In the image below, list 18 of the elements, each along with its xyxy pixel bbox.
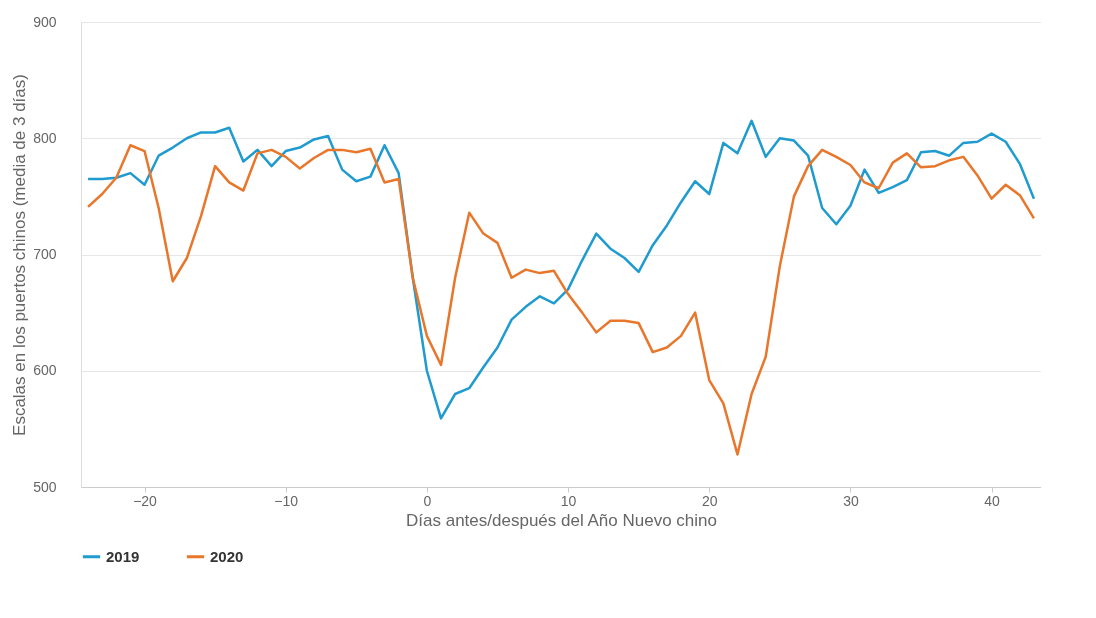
y-tick-label: 800 xyxy=(33,129,57,146)
x-tick-label: 10 xyxy=(560,492,577,509)
x-tick-label: 30 xyxy=(843,492,859,509)
x-tick-label: 40 xyxy=(984,492,1001,509)
x-tick-label: 20 xyxy=(701,492,718,509)
x-tick-label: −20 xyxy=(133,492,158,509)
x-axis-title: Días antes/después del Año Nuevo chino xyxy=(406,510,717,530)
legend-label: 2019 xyxy=(106,547,140,565)
y-tick-label: 600 xyxy=(33,362,57,379)
y-tick-label: 700 xyxy=(33,246,57,262)
y-tick-label: 900 xyxy=(33,13,57,30)
x-tick-label: −10 xyxy=(274,492,299,509)
y-tick-label: 500 xyxy=(33,478,57,495)
x-tick-label: 0 xyxy=(423,492,432,509)
legend-label: 2020 xyxy=(210,547,244,565)
line-series xyxy=(86,143,1036,456)
y-axis-title: Escalas en los puertos chinos (media de 3 días) xyxy=(10,74,30,436)
line-series xyxy=(86,119,1036,420)
